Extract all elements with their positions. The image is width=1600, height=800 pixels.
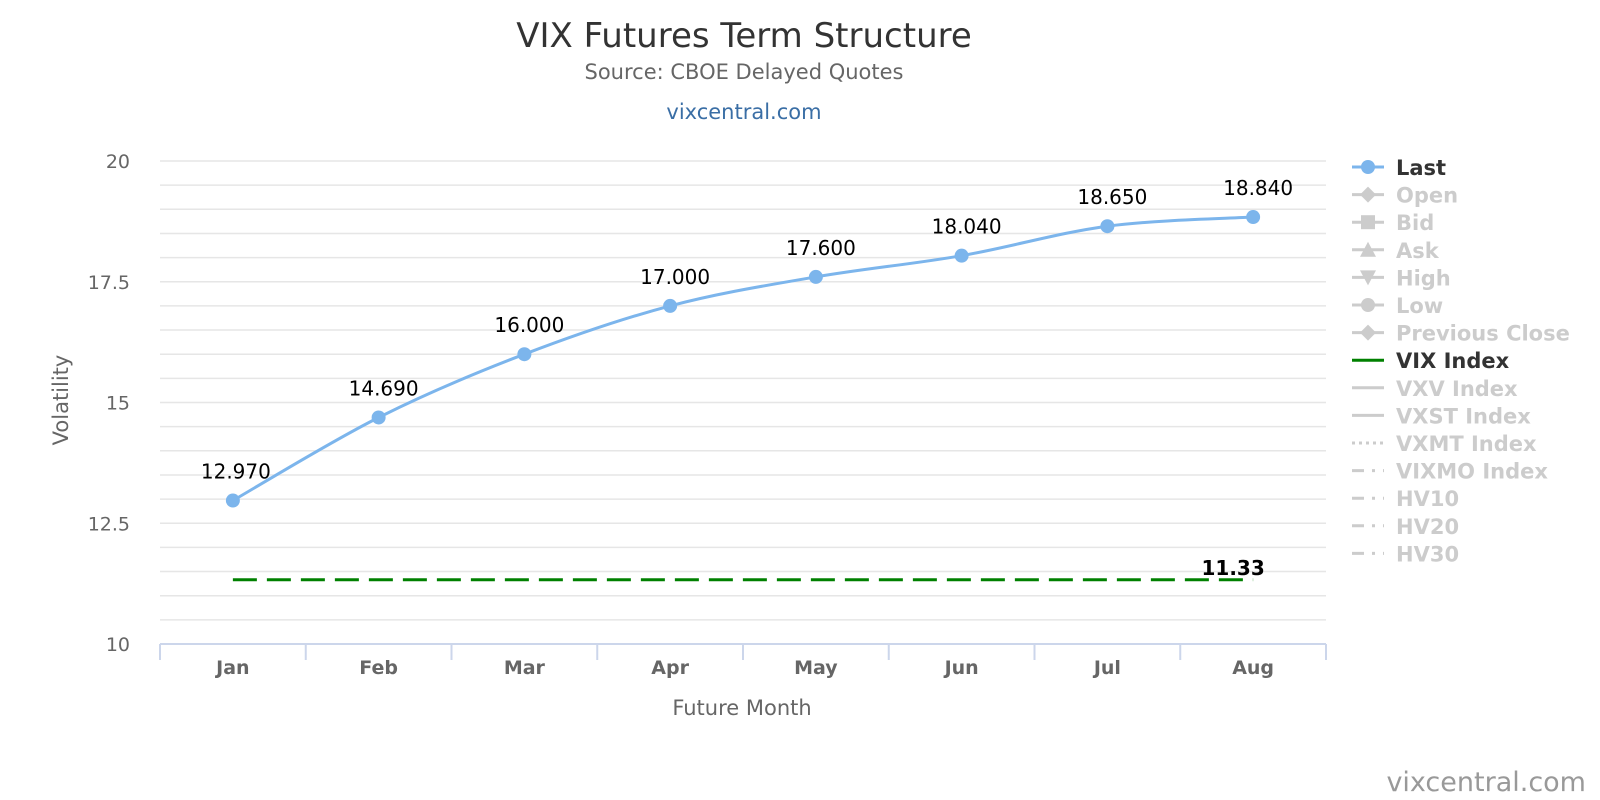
- last-data-point[interactable]: [225, 493, 240, 508]
- last-data-point[interactable]: [663, 298, 678, 313]
- x-tick-label: Jun: [943, 657, 979, 679]
- last-data-label: 14.690: [349, 376, 419, 400]
- legend-item-previous-close[interactable]: Previous Close: [1352, 322, 1570, 346]
- legend-item-vixmo-index[interactable]: VIXMO Index: [1352, 460, 1548, 484]
- last-data-point[interactable]: [517, 347, 532, 362]
- legend-item-low[interactable]: Low: [1352, 294, 1443, 318]
- legend-item-bid[interactable]: Bid: [1352, 211, 1434, 235]
- legend-item-vxmt-index[interactable]: VXMT Index: [1352, 432, 1537, 456]
- legend-label: HV20: [1396, 515, 1459, 539]
- legend-label: Bid: [1396, 211, 1434, 235]
- chart-subtitle: Source: CBOE Delayed Quotes: [585, 60, 904, 84]
- legend-item-last[interactable]: Last: [1352, 156, 1446, 180]
- last-data-label: 12.970: [201, 460, 271, 484]
- legend-item-open[interactable]: Open: [1352, 184, 1458, 208]
- last-data-label: 18.040: [932, 215, 1002, 239]
- legend-item-ask[interactable]: Ask: [1352, 239, 1440, 263]
- y-tick-label: 15: [106, 393, 130, 415]
- legend-item-hv30[interactable]: HV30: [1352, 542, 1459, 566]
- x-tick-label: Jul: [1092, 657, 1121, 679]
- y-axis: 10 12.5 15 17.5 20: [88, 151, 130, 656]
- legend-label: VXV Index: [1396, 377, 1518, 401]
- credit-text[interactable]: vixcentral.com: [1386, 767, 1586, 798]
- last-data-label: 17.000: [640, 265, 710, 289]
- y-tick-label: 20: [106, 151, 130, 173]
- last-data-point[interactable]: [808, 269, 823, 284]
- x-tick-label: Jan: [214, 657, 249, 679]
- vix-index-data-label: 11.33: [1201, 556, 1264, 580]
- legend-label: VXMT Index: [1396, 432, 1537, 456]
- grid-lines: [160, 160, 1326, 621]
- last-data-label: 16.000: [494, 313, 564, 337]
- y-tick-label: 12.5: [88, 513, 130, 535]
- legend-label: Ask: [1396, 239, 1440, 263]
- last-data-label: 18.840: [1223, 176, 1293, 200]
- last-data-point[interactable]: [1100, 219, 1115, 234]
- legend-item-vxv-index[interactable]: VXV Index: [1352, 377, 1518, 401]
- last-data-point[interactable]: [371, 410, 386, 425]
- x-axis-title: Future Month: [672, 696, 811, 720]
- legend: Last Open Bid Ask High Low Previous Close VIX I…: [1352, 156, 1570, 566]
- legend-label: Last: [1396, 156, 1446, 180]
- subtitle-link[interactable]: vixcentral.com: [666, 100, 821, 124]
- legend-item-high[interactable]: High: [1352, 266, 1451, 290]
- y-tick-label: 17.5: [88, 272, 130, 294]
- x-axis: Jan Feb Mar Apr May Jun Jul Aug: [159, 643, 1327, 679]
- x-tick-label: Aug: [1232, 657, 1274, 679]
- legend-item-vix-index[interactable]: VIX Index: [1352, 349, 1510, 373]
- legend-diamond-icon: [1360, 324, 1376, 341]
- x-tick-label: Apr: [651, 657, 689, 679]
- legend-label: Previous Close: [1396, 322, 1570, 346]
- legend-circle-icon: [1361, 160, 1375, 174]
- legend-label: VXST Index: [1396, 404, 1531, 428]
- legend-square-icon: [1361, 215, 1375, 230]
- series-group: 11.33 12.970 14.690 16.000 17.000 17.600 18.04…: [201, 176, 1293, 582]
- x-tick-label: Mar: [504, 657, 546, 679]
- legend-diamond-icon: [1360, 186, 1376, 203]
- legend-circle-icon: [1361, 298, 1375, 312]
- y-axis-title: Volatility: [49, 355, 73, 446]
- x-tick-label: Feb: [359, 657, 398, 679]
- last-data-point[interactable]: [954, 248, 969, 263]
- legend-item-hv10[interactable]: HV10: [1352, 487, 1459, 511]
- legend-label: HV10: [1396, 487, 1459, 511]
- last-series-line: [232, 215, 1254, 502]
- legend-label: Low: [1396, 294, 1443, 318]
- legend-triangle-down-icon: [1360, 270, 1376, 286]
- legend-label: Open: [1396, 184, 1458, 208]
- legend-label: VIXMO Index: [1396, 460, 1548, 484]
- last-data-label: 17.600: [786, 236, 856, 260]
- x-tick-label: May: [794, 657, 838, 679]
- legend-item-hv20[interactable]: HV20: [1352, 515, 1459, 539]
- legend-label: High: [1396, 266, 1451, 290]
- legend-item-vxst-index[interactable]: VXST Index: [1352, 404, 1531, 428]
- last-data-point[interactable]: [1246, 210, 1261, 225]
- legend-label: HV30: [1396, 542, 1459, 566]
- y-tick-label: 10: [106, 634, 130, 656]
- legend-triangle-icon: [1360, 241, 1376, 257]
- chart-title: VIX Futures Term Structure: [516, 16, 972, 56]
- legend-label: VIX Index: [1396, 349, 1510, 373]
- last-data-label: 18.650: [1077, 185, 1147, 209]
